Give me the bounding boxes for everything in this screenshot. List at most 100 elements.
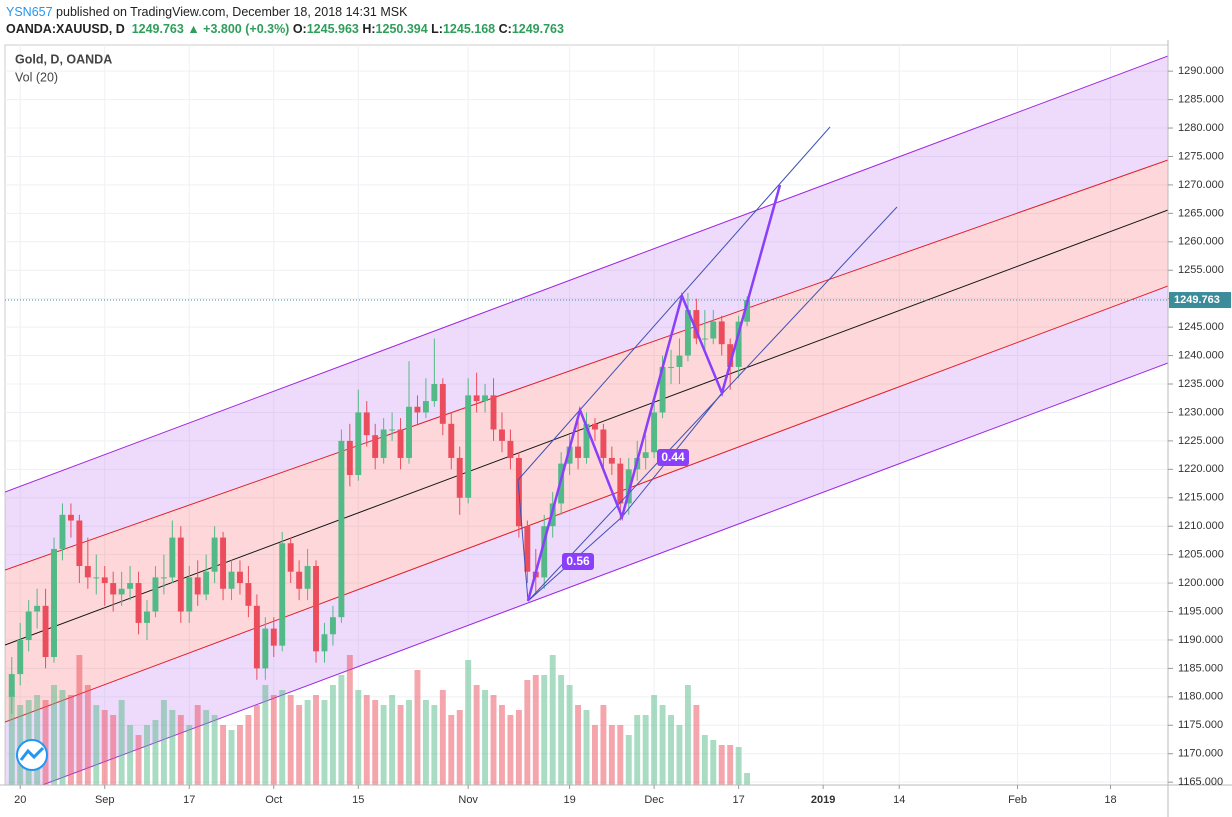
x-tick-label: Sep (95, 794, 115, 806)
volume-bar (473, 685, 480, 785)
y-tick-label: 1280.000 (1178, 122, 1224, 134)
y-tick-label: 1260.000 (1178, 236, 1224, 248)
chart-title: Gold, D, OANDA (15, 52, 112, 66)
candle-body (228, 571, 235, 589)
volume-bar (727, 745, 734, 785)
y-tick-label: 1170.000 (1178, 748, 1223, 760)
symbol: OANDA:XAUUSD, D (6, 22, 125, 36)
candle-body (448, 423, 455, 458)
volume-bar (329, 685, 336, 785)
y-tick-label: 1290.000 (1178, 65, 1224, 77)
x-tick-label: Oct (265, 794, 282, 806)
y-tick-label: 1215.000 (1178, 492, 1224, 504)
y-tick-label: 1190.000 (1178, 634, 1223, 646)
candle-body (701, 338, 708, 340)
ratio-box (657, 449, 689, 466)
candle-body (287, 543, 294, 572)
volume-bar (194, 705, 201, 785)
volume-bar (744, 773, 751, 785)
volume-bar (51, 685, 57, 785)
volume-bar (287, 695, 294, 785)
volume-bar (355, 690, 362, 785)
candle-body (67, 514, 74, 521)
volume-bar (118, 700, 125, 785)
volume-bar (515, 710, 522, 785)
candle-body (169, 537, 176, 578)
candle-body (110, 583, 117, 595)
h-label: H: (362, 22, 376, 36)
h-value: 1250.394 (375, 22, 428, 36)
candle-body (220, 537, 227, 589)
x-tick-label: Dec (644, 794, 664, 806)
x-tick-label: 15 (352, 794, 364, 806)
chart: 0.56 0.44 Gold, D, OANDA Vol (20) 1165.0… (0, 40, 1232, 817)
y-tick-label: 1275.000 (1178, 150, 1224, 162)
candle-body (186, 577, 193, 612)
x-tick-label: 20 (14, 794, 26, 806)
candle-body (507, 440, 514, 458)
volume-bar (59, 690, 66, 785)
x-tick-label: Nov (458, 794, 478, 806)
volume-bar (177, 715, 184, 785)
candles (8, 292, 751, 714)
x-tick-label: 19 (563, 794, 575, 806)
candle-body (59, 514, 66, 549)
volume-bar (42, 700, 49, 785)
candle-body (34, 605, 41, 612)
volume-bar (304, 700, 311, 785)
volume-bar (422, 700, 429, 785)
volume-bar (676, 725, 683, 785)
volume-bar (135, 735, 142, 785)
candle-body (439, 384, 446, 424)
candle-body (456, 457, 463, 498)
volume-bar (642, 715, 649, 785)
candle-body (17, 639, 24, 675)
volume-bar (490, 695, 497, 785)
candle-body (296, 571, 303, 589)
x-tick-label: 17 (183, 794, 195, 806)
volume-bar (566, 685, 573, 785)
volume-bar (363, 695, 370, 785)
volume-bar (296, 705, 303, 785)
volume-bar (220, 725, 227, 785)
candle-body (346, 440, 353, 476)
candle-body (42, 605, 49, 658)
ratio-box (562, 553, 594, 570)
volume-bar (237, 725, 243, 785)
y-tick-label: 1180.000 (1178, 691, 1223, 703)
harmonic-pattern (526, 184, 782, 602)
candle-body (25, 611, 32, 640)
candle-body (118, 588, 125, 595)
candle-body (727, 344, 734, 367)
volume-bar (211, 715, 218, 785)
x-tick-label: 14 (893, 794, 905, 806)
volume-bar (625, 735, 632, 785)
volume-bar (439, 690, 446, 785)
candle-body (144, 611, 150, 623)
candle-body (329, 617, 336, 635)
ratio-label: 0.56 (566, 554, 590, 568)
y-tick-label: 1210.000 (1178, 520, 1224, 532)
volume-bar (465, 660, 472, 785)
candle-body (127, 583, 134, 589)
candle-body (414, 406, 421, 413)
candle-body (490, 395, 497, 430)
candle-body (84, 566, 91, 578)
watermark-logo (19, 746, 45, 761)
volume-bar (735, 747, 742, 785)
volume-bar (456, 710, 463, 785)
volume-bar (380, 705, 387, 785)
y-tick-label: 1220.000 (1178, 463, 1224, 475)
x-tick-label: 18 (1104, 794, 1116, 806)
candle-body (642, 452, 649, 458)
volume-bar (262, 685, 269, 785)
l-value: 1245.168 (442, 22, 496, 36)
candle-body (304, 566, 311, 589)
user[interactable]: YSN657 (6, 5, 53, 19)
y-tick-label: 1285.000 (1178, 94, 1224, 106)
trend-line (517, 479, 529, 602)
o-value: 1245.963 (306, 22, 359, 36)
volume-bar (313, 695, 319, 785)
volume-bar (160, 700, 167, 785)
